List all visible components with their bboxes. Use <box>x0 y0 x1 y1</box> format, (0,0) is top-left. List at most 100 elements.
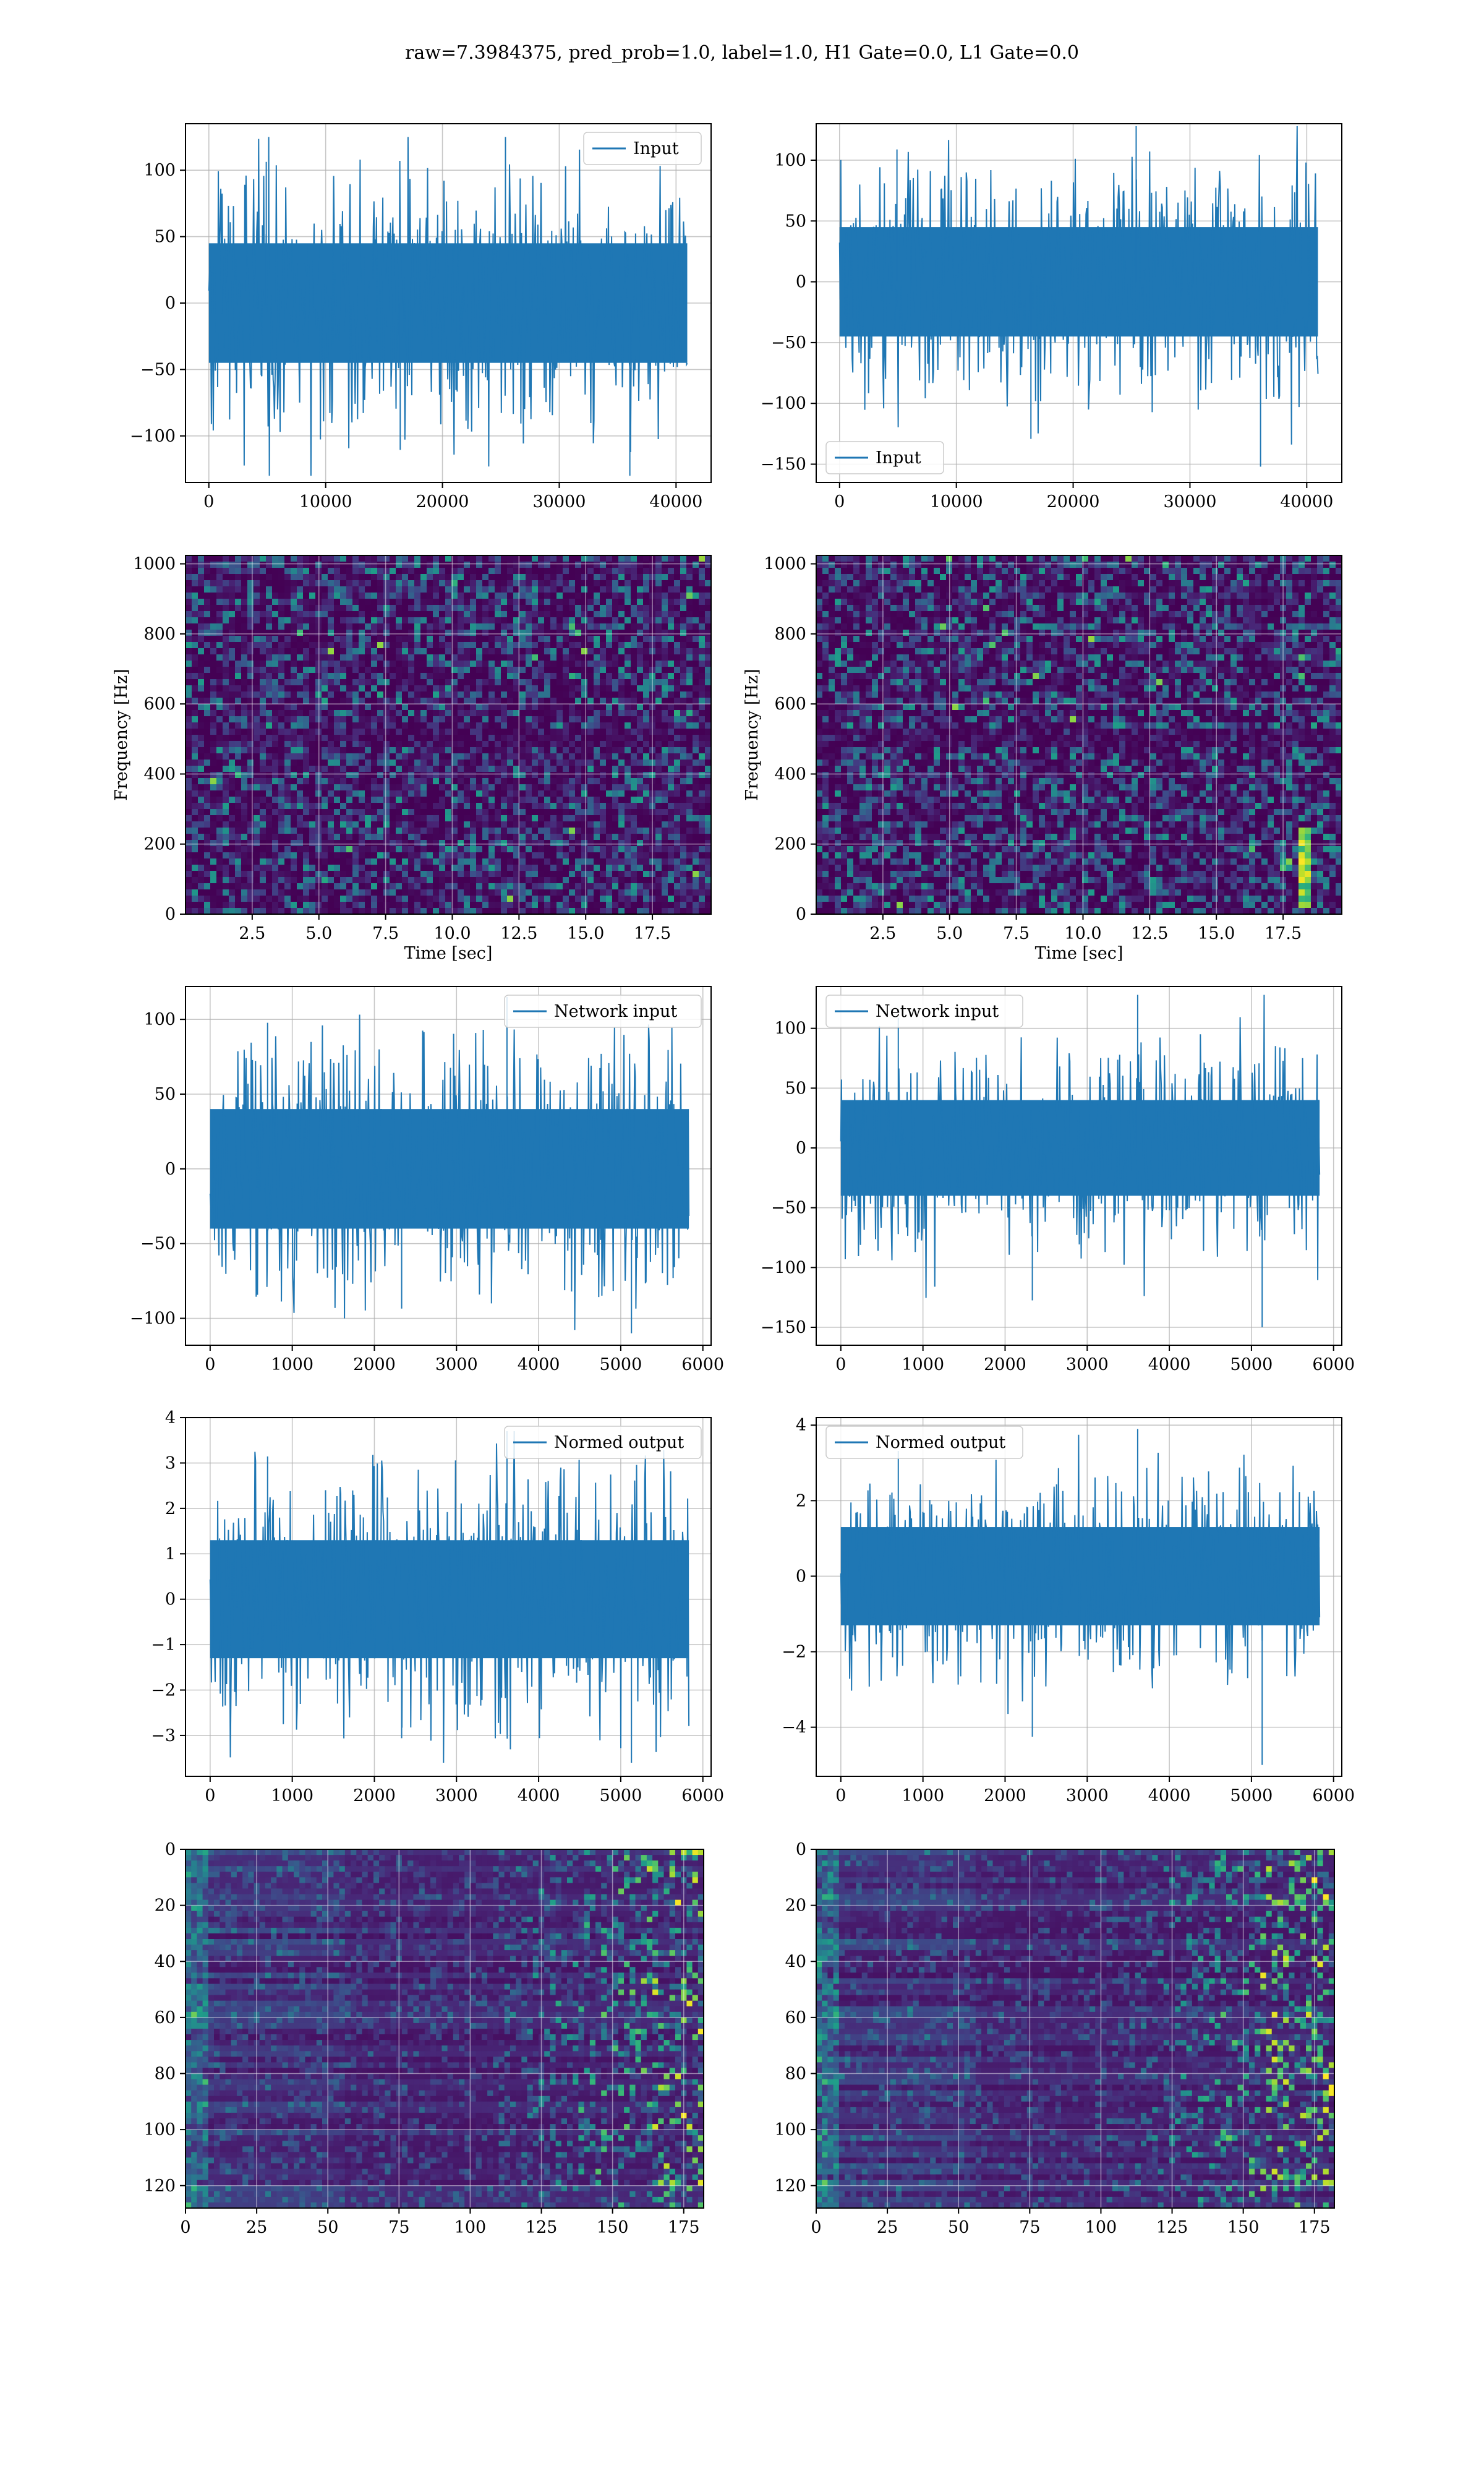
heatmap-cell <box>278 784 285 791</box>
heatmap-cell <box>420 630 427 636</box>
heatmap-cell <box>575 691 582 698</box>
heatmap-cell <box>198 630 205 636</box>
heatmap-cell <box>297 735 304 742</box>
heatmap-cell <box>352 865 359 871</box>
heatmap-cell <box>390 902 396 909</box>
heatmap-cell <box>383 803 390 810</box>
heatmap-cell <box>668 574 675 581</box>
heatmap-cell <box>693 815 699 822</box>
heatmap-cell <box>680 685 687 692</box>
heatmap-cell <box>587 871 594 878</box>
heatmap-cell <box>550 679 557 686</box>
heatmap-cell <box>550 716 557 723</box>
heatmap-cell <box>427 809 433 816</box>
heatmap-cell <box>359 797 365 803</box>
heatmap-cell <box>309 784 316 791</box>
heatmap-cell <box>241 568 248 575</box>
heatmap-cell <box>303 729 310 735</box>
heatmap-cell <box>216 809 223 816</box>
heatmap-cell <box>556 685 563 692</box>
heatmap-cell <box>408 593 415 599</box>
heatmap-cell <box>284 574 291 581</box>
heatmap-cell <box>402 871 409 878</box>
heatmap-cell <box>192 834 198 841</box>
heatmap-cell <box>247 716 254 723</box>
heatmap-cell <box>241 667 248 674</box>
heatmap-cell <box>699 555 706 562</box>
heatmap-cell <box>631 611 638 618</box>
heatmap-cell <box>247 605 254 612</box>
heatmap-cell <box>291 691 297 698</box>
heatmap-cell <box>538 667 545 674</box>
heatmap-cell <box>291 753 297 760</box>
heatmap-cell <box>377 858 384 865</box>
heatmap-cell <box>556 889 563 896</box>
heatmap-cell <box>686 580 693 587</box>
heatmap-cell <box>198 729 205 735</box>
heatmap-cell <box>556 661 563 667</box>
heatmap-cell <box>322 809 328 816</box>
heatmap-cell <box>643 617 650 624</box>
heatmap-cell <box>408 661 415 667</box>
heatmap-cell <box>631 636 638 643</box>
heatmap-cell <box>427 896 433 902</box>
heatmap-cell <box>495 790 501 797</box>
heatmap-cell <box>266 555 273 562</box>
heatmap-cell <box>606 858 613 865</box>
heatmap-cell <box>284 636 291 643</box>
x-tick-label: 10000 <box>299 492 352 511</box>
heatmap-cell <box>247 747 254 754</box>
heatmap-cell <box>359 642 365 649</box>
heatmap-cell <box>192 667 198 674</box>
heatmap-cell <box>470 562 477 568</box>
heatmap-cell <box>377 883 384 890</box>
heatmap-cell <box>186 815 192 822</box>
heatmap-cell <box>482 889 489 896</box>
heatmap-cell <box>507 896 514 902</box>
heatmap-cell <box>631 760 638 766</box>
heatmap-cell <box>662 729 668 735</box>
heatmap-cell <box>223 790 229 797</box>
heatmap-cell <box>229 858 236 865</box>
heatmap-cell <box>303 704 310 711</box>
heatmap-cell <box>538 809 545 816</box>
heatmap-cell <box>371 753 378 760</box>
heatmap-cell <box>260 704 267 711</box>
heatmap-cell <box>600 617 607 624</box>
heatmap-cell <box>352 889 359 896</box>
heatmap-cell <box>507 586 514 593</box>
heatmap-cell <box>532 865 539 871</box>
heatmap-cell <box>507 828 514 834</box>
x-tick-label: 40000 <box>1280 492 1333 511</box>
heatmap-cell <box>631 815 638 822</box>
heatmap-cell <box>643 865 650 871</box>
heatmap-cell <box>693 760 699 766</box>
heatmap-cell <box>618 611 625 618</box>
heatmap-cell <box>556 698 563 704</box>
heatmap-cell <box>359 747 365 754</box>
heatmap-cell <box>216 722 223 729</box>
y-tick-label: 50 <box>785 212 806 231</box>
heatmap-cell <box>470 710 477 717</box>
heatmap-cell <box>439 611 446 618</box>
heatmap-cell <box>309 580 316 587</box>
heatmap-cell <box>229 821 236 828</box>
heatmap-cell <box>655 784 662 791</box>
heatmap-cell <box>587 722 594 729</box>
heatmap-cell <box>390 617 396 624</box>
heatmap-cell <box>482 661 489 667</box>
heatmap-cell <box>526 865 532 871</box>
heatmap-cell <box>322 623 328 630</box>
heatmap-cell <box>229 562 236 568</box>
heatmap-cell <box>328 661 335 667</box>
heatmap-cell <box>575 710 582 717</box>
heatmap-cell <box>643 698 650 704</box>
heatmap-cell <box>637 716 644 723</box>
heatmap-cell <box>427 698 433 704</box>
heatmap-cell <box>458 828 464 834</box>
heatmap-cell <box>618 753 625 760</box>
heatmap-cell <box>637 852 644 859</box>
heatmap-cell <box>334 896 341 902</box>
heatmap-cell <box>606 741 613 748</box>
heatmap-cell <box>668 889 675 896</box>
